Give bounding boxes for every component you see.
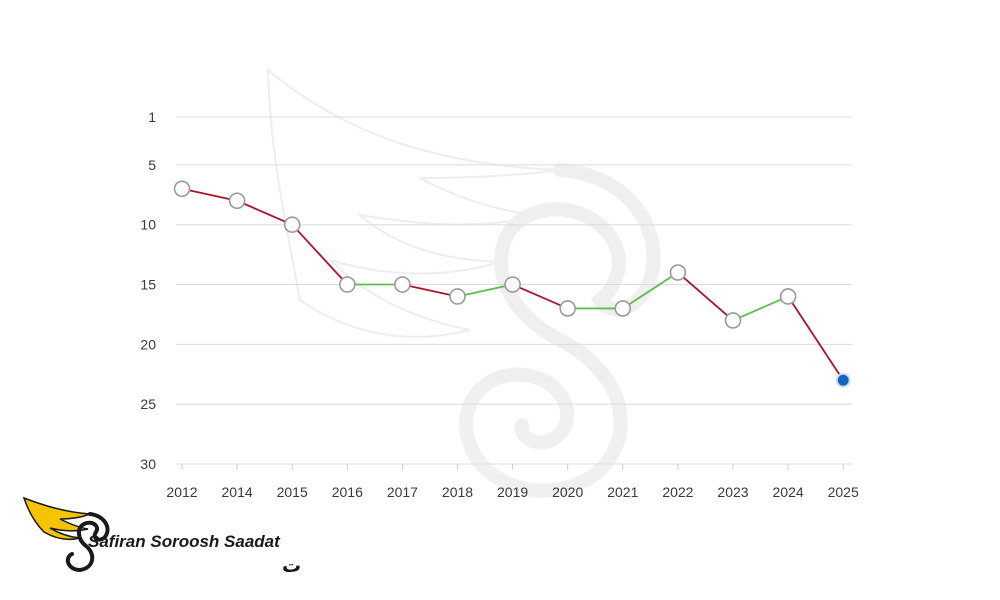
data-point: [669, 264, 687, 281]
y-tick-label: 15: [140, 277, 156, 293]
x-tick-label: 2025: [828, 484, 859, 500]
x-tick-label: 2024: [773, 484, 804, 500]
data-point: [504, 276, 521, 293]
x-tick-label: 2019: [497, 484, 528, 500]
y-tick-label: 20: [140, 336, 156, 352]
series-segments: [181, 187, 844, 381]
wing-icon: [22, 496, 110, 572]
y-tick-label: 5: [148, 157, 156, 173]
data-point: [449, 288, 466, 305]
data-point: [228, 192, 246, 210]
y-tick-label: 25: [140, 396, 156, 412]
x-tick-label: 2020: [552, 484, 583, 500]
data-point: [724, 312, 742, 329]
x-tick-label: 2015: [277, 484, 308, 500]
x-tick-label: 2017: [387, 484, 418, 500]
series-segment: [512, 283, 569, 310]
series-segment: [181, 187, 238, 202]
y-tick-label: 30: [140, 456, 156, 472]
data-point: [338, 276, 356, 293]
data-point: [394, 276, 411, 293]
data-point: [283, 216, 301, 233]
brand-name-latin: Safiran Soroosh Saadat: [88, 532, 281, 551]
series-segment: [787, 295, 844, 381]
y-tick-label: 1: [148, 109, 156, 125]
latest-data-point: [835, 372, 851, 388]
brand-logo: Safiran Soroosh Saadat سفیران سروش سعادت: [20, 492, 300, 582]
y-tick-label: 10: [140, 217, 156, 233]
x-tick-label: 2023: [717, 484, 748, 500]
x-tick-label: 2021: [607, 484, 638, 500]
watermark-logo: [266, 67, 661, 498]
x-tick-label: 2016: [332, 484, 363, 500]
data-point: [559, 300, 577, 317]
x-tick-label: 2012: [166, 484, 197, 500]
brand-name-persian: سفیران سروش سعادت: [282, 555, 300, 577]
series-segment: [622, 271, 679, 310]
x-axis-ticks: 2012 2014 2015 2016 2017 2018 2019 2020 2021 2022…: [166, 464, 859, 500]
x-tick-label: 2022: [662, 484, 693, 500]
series-segment: [732, 295, 789, 322]
series-points: [173, 180, 851, 388]
data-point: [779, 288, 797, 305]
x-tick-label: 2014: [222, 484, 253, 500]
series-segment: [402, 283, 458, 298]
x-tick-label: 2018: [442, 484, 473, 500]
series-segment: [457, 283, 513, 298]
data-point: [614, 300, 632, 317]
series-segment: [236, 199, 293, 226]
series-segment: [677, 271, 734, 322]
series-segment: [291, 224, 348, 286]
data-point: [173, 180, 191, 198]
